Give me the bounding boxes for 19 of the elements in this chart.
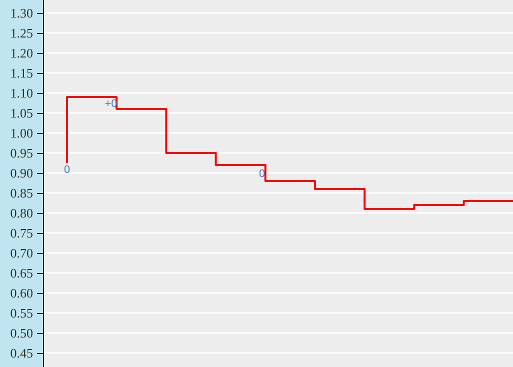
y-tick-label: 0.80 — [10, 206, 33, 220]
y-tick-label: 1.20 — [10, 46, 33, 60]
y-tick-label: 0.50 — [10, 326, 33, 340]
y-tick-label: 0.45 — [10, 346, 33, 360]
y-tick-label: 1.15 — [10, 66, 33, 80]
y-tick-label: 0.70 — [10, 246, 33, 260]
y-tick-label: 0.90 — [10, 166, 33, 180]
y-tick-label: 1.30 — [10, 6, 33, 20]
y-tick-label: 0.95 — [10, 146, 33, 160]
y-tick-label: 1.25 — [10, 26, 33, 40]
y-tick-label: 1.10 — [10, 86, 33, 100]
annotation: 0 — [64, 164, 70, 176]
y-tick-label: 0.55 — [10, 306, 33, 320]
y-tick-label: 0.60 — [10, 286, 33, 300]
y-tick-label: 0.85 — [10, 186, 33, 200]
y-tick-label: 0.75 — [10, 226, 33, 240]
y-tick-label: 0.65 — [10, 266, 33, 280]
y-tick-label: 1.00 — [10, 126, 33, 140]
y-tick-label: 1.05 — [10, 106, 33, 120]
